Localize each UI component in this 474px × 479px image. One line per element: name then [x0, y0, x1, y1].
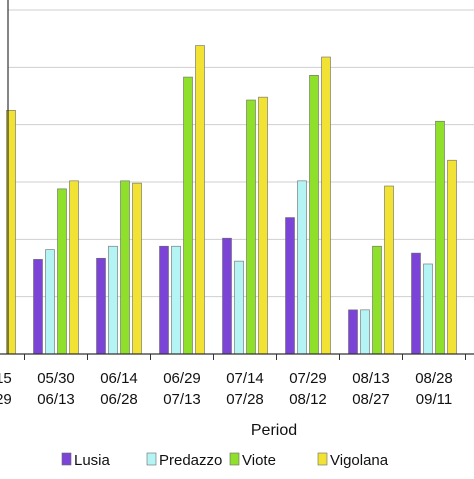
x-tick-label: 08/12 — [289, 391, 327, 408]
bar-viote — [246, 99, 256, 355]
x-tick-label: 06/13 — [37, 391, 75, 408]
bar-predazzo — [108, 245, 118, 355]
bars — [6, 45, 457, 355]
x-tick-labels: 05/15 05/29 05/30 06/13 06/14 06/28 06/29 07/13… — [0, 370, 453, 408]
legend-swatch — [229, 452, 240, 466]
legend-item-viote: Viote — [229, 452, 276, 469]
x-tick-label: 05/30 — [37, 370, 75, 387]
bar-vigolana — [384, 185, 394, 355]
bar-viote — [309, 75, 319, 355]
x-tick-label: 08/27 — [352, 391, 390, 408]
gridlines — [8, 9, 474, 298]
bar-viote — [183, 76, 193, 355]
bar-lusia — [96, 257, 106, 355]
bar-lusia — [33, 259, 43, 355]
x-tick-label: 06/28 — [100, 391, 138, 408]
x-axis-title: Period — [251, 422, 297, 439]
bar-lusia — [222, 237, 232, 355]
legend-swatch — [61, 452, 72, 466]
legend-item-predazzo: Predazzo — [146, 452, 222, 469]
x-tick-label: 07/13 — [163, 391, 201, 408]
bar-predazzo — [297, 180, 307, 355]
legend-label: Predazzo — [159, 452, 222, 469]
x-tick-label: 09/11 — [416, 391, 452, 408]
x-tick-label: 05/29 — [0, 391, 12, 408]
axes — [0, 0, 474, 360]
bar-lusia — [159, 245, 169, 355]
x-tick-label: 08/13 — [352, 370, 390, 387]
bar-viote — [435, 120, 445, 355]
bar-lusia — [348, 309, 358, 355]
bar-vigolana — [195, 45, 205, 355]
x-tick-label: 08/28 — [415, 370, 453, 387]
bar-viote — [120, 180, 130, 355]
x-tick-label: 07/29 — [289, 370, 327, 387]
bar-vigolana — [258, 96, 268, 355]
bar-predazzo — [45, 249, 55, 355]
legend-label: Vigolana — [330, 452, 389, 469]
bar-vigolana — [132, 182, 142, 355]
bar-predazzo — [171, 245, 181, 355]
bar-lusia — [285, 217, 295, 355]
bar-predazzo — [360, 309, 370, 355]
legend: Lusia Predazzo Viote Vigolana — [61, 452, 389, 469]
bar-lusia — [411, 252, 421, 355]
bar-viote — [372, 245, 382, 355]
legend-item-vigolana: Vigolana — [317, 452, 389, 469]
legend-swatch — [317, 452, 328, 466]
bar-predazzo — [234, 260, 244, 355]
x-tick-label: 05/15 — [0, 370, 12, 387]
x-tick-label: 06/14 — [100, 370, 138, 387]
bar-viote — [57, 188, 67, 355]
x-tick-label: 07/14 — [226, 370, 264, 387]
legend-label: Viote — [242, 452, 276, 469]
bar-vigolana — [69, 180, 79, 355]
bar-vigolana — [321, 56, 331, 355]
bar-vigolana — [447, 159, 457, 355]
legend-label: Lusia — [74, 452, 111, 469]
x-tick-label: 06/29 — [163, 370, 201, 387]
legend-swatch — [146, 452, 157, 466]
bar-predazzo — [423, 263, 433, 355]
x-tick-label: 07/28 — [226, 391, 264, 408]
legend-item-lusia: Lusia — [61, 452, 111, 469]
